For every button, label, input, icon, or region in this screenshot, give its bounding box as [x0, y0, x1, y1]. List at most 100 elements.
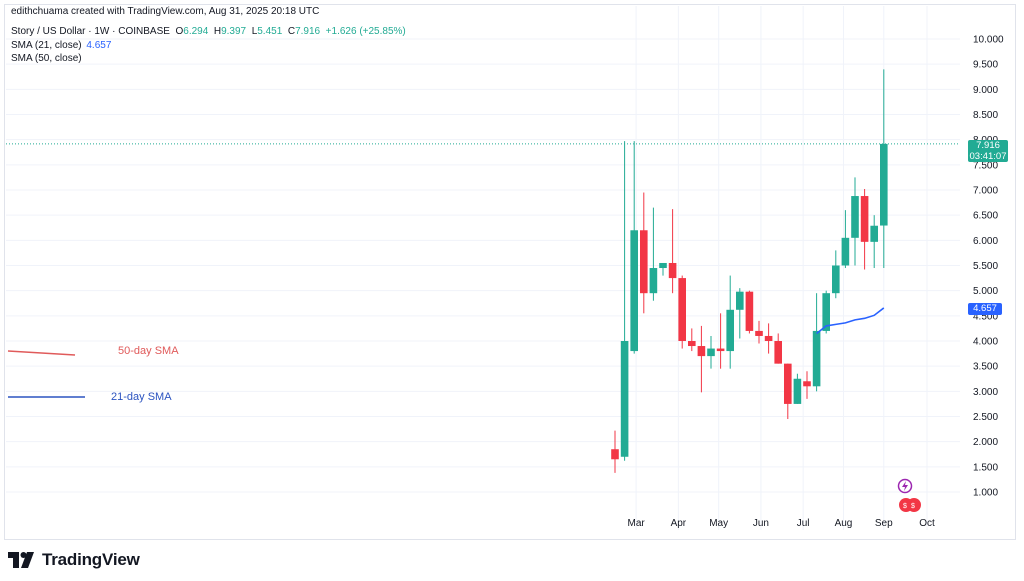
price-tick-label: 7.500	[973, 160, 998, 171]
candle	[697, 325, 706, 393]
candle	[726, 275, 734, 369]
price-axis: 1.000 1.500 2.000 2.500 3.000 3.500 4.000 4.500…	[973, 35, 1004, 499]
candle-body	[736, 291, 744, 310]
sma21-line	[816, 307, 885, 335]
candle	[707, 335, 715, 369]
open-value: 6.294	[183, 26, 209, 37]
last-price-tag: 7.916 03:41:07	[968, 140, 1008, 162]
candle	[832, 250, 840, 299]
grid-lines	[6, 6, 960, 530]
time-tick-label: Jun	[753, 518, 769, 529]
time-tick-label: Apr	[671, 518, 687, 529]
time-tick-label: Aug	[835, 518, 853, 529]
price-tick-label: 10.000	[973, 35, 1004, 46]
price-tick-label: 8.500	[973, 110, 998, 121]
candle	[736, 288, 744, 339]
price-tick-label: 5.500	[973, 261, 998, 272]
tradingview-logo-icon	[8, 552, 34, 568]
price-tick-label: 2.000	[973, 437, 998, 448]
time-tick-label: Mar	[628, 518, 646, 529]
chart-canvas: 1.000 1.500 2.000 2.500 3.000 3.500 4.000 4.500…	[6, 6, 1004, 530]
sma21-annotation: 21-day SMA	[111, 391, 172, 403]
candle	[745, 290, 754, 334]
sma21-legend[interactable]: SMA (21, close) 4.657	[11, 40, 112, 51]
candles-group	[611, 69, 888, 473]
candle-body	[812, 330, 821, 387]
candle	[678, 275, 686, 349]
price-tick-label: 2.500	[973, 412, 998, 423]
price-tick-label: 6.500	[973, 211, 998, 222]
high-value: 9.397	[221, 26, 247, 37]
candle	[764, 323, 773, 354]
candle-body	[793, 378, 802, 404]
low-value: 5.451	[257, 26, 283, 37]
candle-body	[784, 363, 792, 404]
candle-body	[678, 278, 686, 341]
candle-body	[630, 230, 638, 352]
candle-body	[745, 291, 754, 331]
bar-countdown: 03:41:07	[969, 151, 1007, 162]
price-tick-label: 6.000	[973, 236, 998, 247]
candle	[793, 373, 802, 404]
time-tick-label: Sep	[875, 518, 893, 529]
price-tick-label: 3.500	[973, 362, 998, 373]
tradingview-wordmark: TradingView	[42, 550, 140, 569]
price-tick-label: 4.000	[973, 337, 998, 348]
candle-body	[726, 309, 734, 352]
candle-body	[611, 449, 619, 460]
candle	[880, 69, 888, 268]
change-value: +1.626 (+25.85%)	[325, 26, 406, 37]
time-tick-label: Jul	[797, 518, 810, 529]
chart-caption: edithchuama created with TradingView.com…	[11, 6, 320, 17]
candle-body	[860, 196, 869, 242]
candle	[688, 328, 696, 352]
candle-body	[851, 196, 859, 238]
ohlc-values: O6.294 H9.397 L5.451 C7.916 +1.626 (+25.…	[175, 26, 406, 37]
sma50-annotation: 50-day SMA	[118, 345, 179, 357]
time-tick-label: Oct	[919, 518, 935, 529]
price-tick-label: 9.500	[973, 60, 998, 71]
candle-body	[697, 346, 706, 357]
candle-body	[832, 265, 840, 294]
candle	[649, 207, 658, 301]
price-tick-label: 9.000	[973, 85, 998, 96]
candle-body	[803, 381, 811, 387]
candle	[620, 141, 629, 461]
candle-body	[755, 330, 763, 336]
tradingview-logo[interactable]: TradingView	[8, 547, 140, 573]
price-tick-label: 3.000	[973, 387, 998, 398]
time-axis: Mar Apr May Jun Jul Aug Sep Oct	[628, 518, 935, 529]
svg-text:$: $	[903, 503, 907, 510]
candle	[860, 188, 869, 270]
candle	[812, 293, 821, 392]
candle-body	[880, 143, 888, 226]
sma50-legend[interactable]: SMA (50, close)	[11, 53, 82, 64]
candle	[640, 192, 648, 314]
candle-body	[822, 293, 830, 331]
time-tick-label: May	[709, 518, 728, 529]
candle	[611, 430, 619, 473]
chart-frame	[4, 4, 1016, 540]
last-price-value: 7.916	[976, 140, 1000, 151]
candle-body	[688, 341, 696, 347]
symbol-title[interactable]: Story / US Dollar · 1W · COINBASE	[11, 26, 170, 37]
price-tick-label: 1.500	[973, 462, 998, 473]
candle	[803, 371, 811, 399]
candle-body	[649, 268, 658, 294]
sma50-annotation-line	[7, 350, 76, 356]
svg-text:$: $	[911, 503, 915, 510]
events-icons[interactable]: $ $	[897, 478, 922, 513]
candle	[755, 320, 763, 344]
candle-body	[620, 341, 629, 457]
candle	[851, 177, 859, 266]
close-value: 7.916	[295, 26, 321, 37]
candle	[870, 215, 878, 269]
symbol-legend: Story / US Dollar · 1W · COINBASE O6.294…	[11, 26, 406, 37]
candle-body	[841, 237, 850, 266]
price-tick-label: 5.000	[973, 286, 998, 297]
candle-body	[716, 348, 725, 352]
candle-body	[668, 262, 677, 279]
candle-body	[774, 341, 782, 364]
candle	[716, 313, 725, 369]
candle	[841, 210, 850, 269]
